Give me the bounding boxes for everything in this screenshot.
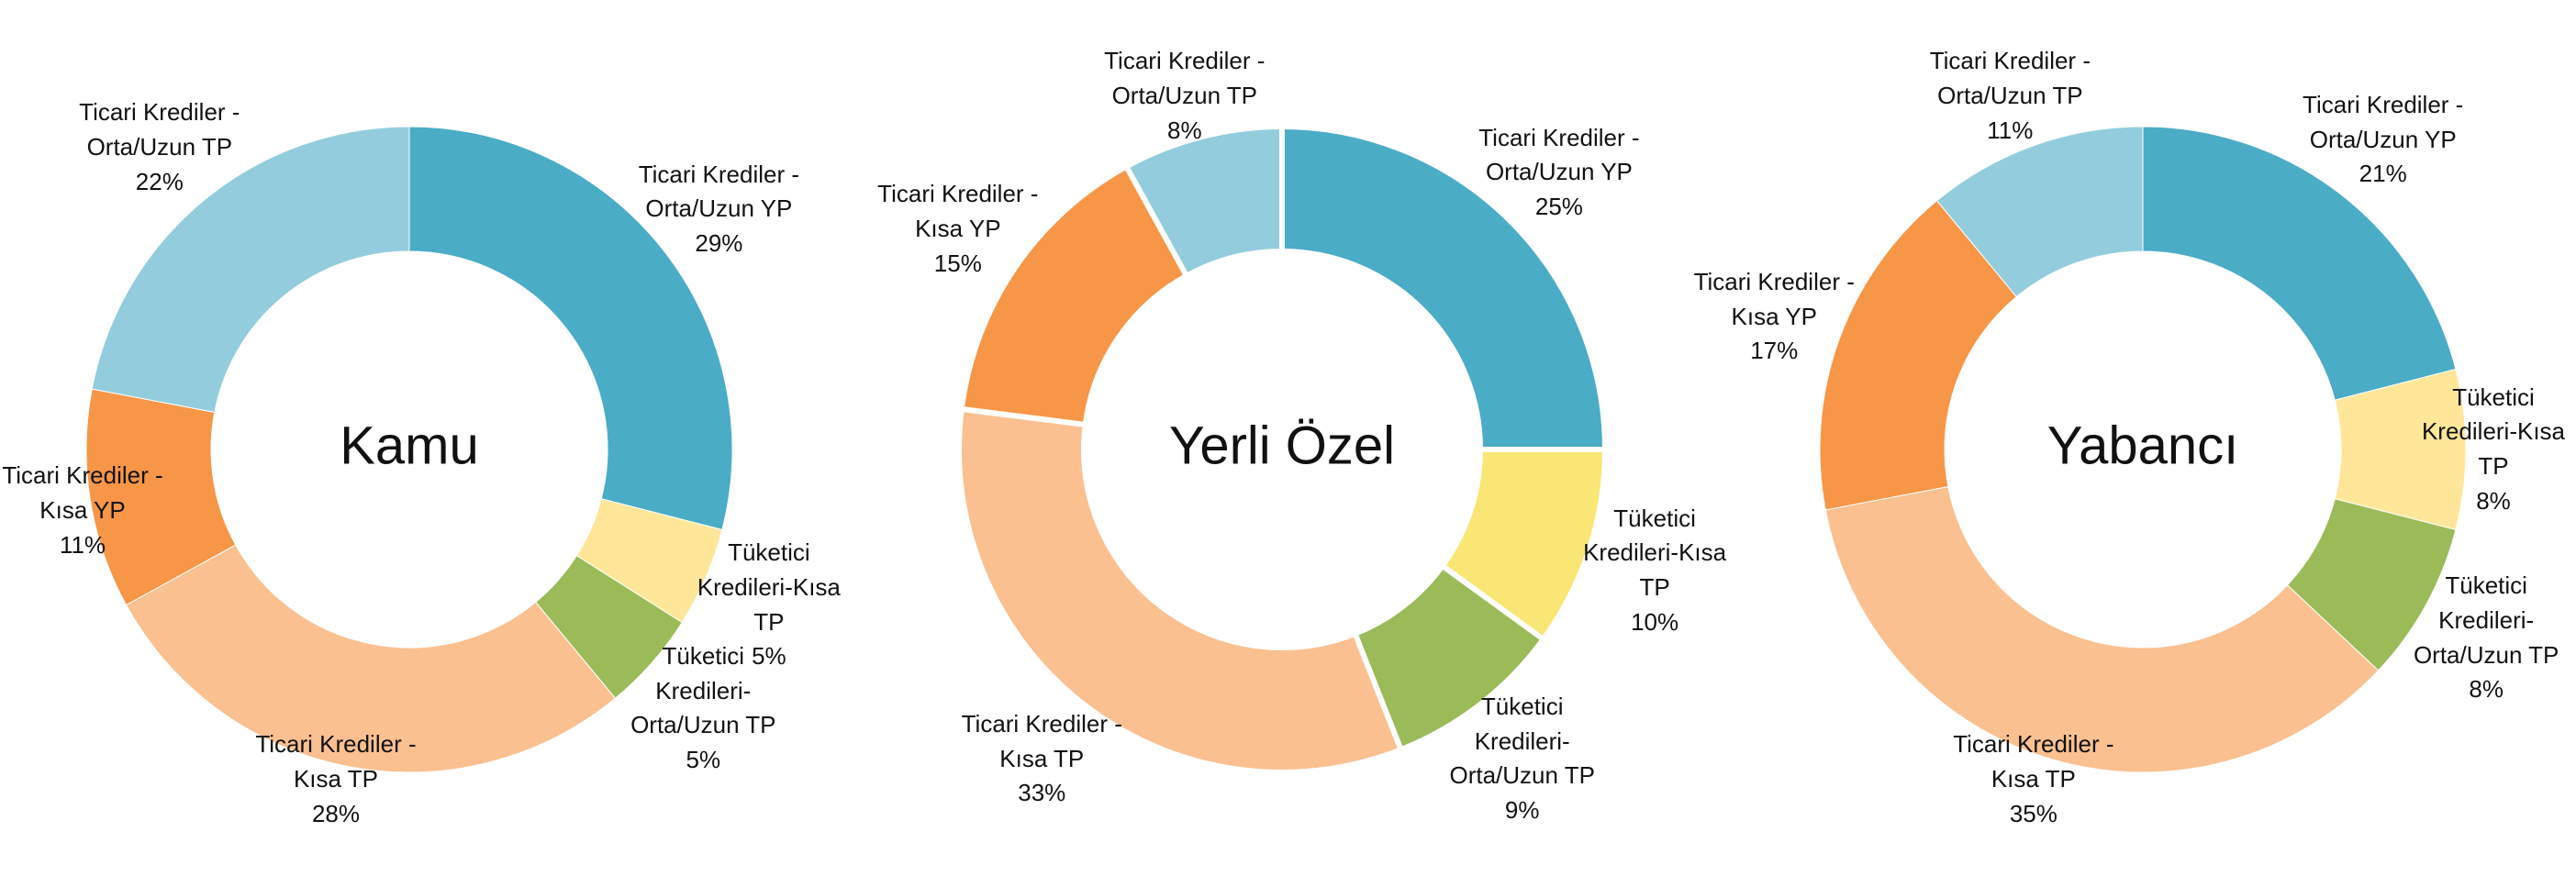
label-box: Tüketici Kredileri-Orta/Uzun TP 5% (620, 612, 786, 804)
chart-title: Yerli Özel (1169, 416, 1395, 475)
chart-title: Kamu (340, 416, 479, 475)
donut-segment (1935, 126, 2144, 298)
category-label: Ticari Krediler - Orta/Uzun TP (1104, 47, 1266, 110)
segment-label: Ticari Krediler - Kısa YP 17% (1691, 220, 1857, 413)
category-label: Ticari Krediler - Kısa YP (1693, 267, 1855, 330)
chart-title: Yabancı (2047, 416, 2239, 475)
category-label: Ticari Krediler - Kısa TP (1953, 730, 2114, 793)
segment-label: Ticari Krediler - Kısa TP 35% (1951, 683, 2116, 876)
donut-segment (1122, 123, 1285, 280)
segment-label: Tüketici Kredileri-Kısa TP 8% (2411, 353, 2576, 546)
label-box: Ticari Krediler - Orta/Uzun YP 29% (636, 113, 801, 305)
label-box: Ticari Krediler - Kısa YP 11% (0, 415, 165, 607)
value-label: 5% (752, 642, 786, 671)
category-label: Tüketici Kredileri-Kısa TP (697, 538, 841, 636)
value-label: 11% (59, 530, 106, 559)
category-label: Ticari Krediler - Orta/Uzun TP (1929, 47, 2091, 110)
value-label: 11% (1987, 116, 2034, 144)
label-box: Ticari Krediler - Kısa TP 35% (1951, 683, 2116, 876)
label-box: Tüketici Kredileri-Kısa TP 5% (686, 509, 852, 702)
segment-label: Ticari Krediler - Orta/Uzun TP 11% (1927, 0, 2092, 193)
label-box: Ticari Krediler - Kısa TP 28% (253, 683, 418, 876)
label-box: Ticari Krediler - Kısa TP 33% (959, 662, 1124, 855)
donut-segment (1279, 123, 1609, 452)
donut-segment (408, 126, 733, 531)
value-label: 5% (686, 746, 721, 774)
segment-label: Ticari Krediler - Orta/Uzun YP 21% (2301, 44, 2466, 237)
label-box: Tüketici Kredileri-Orta/Uzun TP 9% (1440, 662, 1605, 855)
value-label: 9% (1504, 796, 1540, 825)
segment-label: Ticari Krediler - Orta/Uzun TP 8% (1102, 0, 1267, 193)
label-box: Tüketici Kredileri-Kısa TP 8% (2411, 353, 2576, 546)
segment-label: Ticari Krediler - Kısa YP 11% (0, 415, 165, 607)
value-label: 35% (2009, 799, 2057, 827)
category-label: Tüketici Kredileri-Kısa TP (2421, 383, 2566, 480)
segment-label: Tüketici Kredileri-Orta/Uzun TP5% (620, 612, 786, 804)
segment-label: Ticari Krediler - Orta/Uzun YP 29% (636, 113, 801, 305)
label-box: Ticari Krediler - Kısa YP 15% (875, 133, 1041, 326)
segment-label: Ticari Krediler - Kısa TP 33% (959, 662, 1124, 855)
category-label: Ticari Krediler - Kısa YP (2, 461, 163, 524)
label-box: Ticari Krediler - Kısa YP 17% (1691, 220, 1857, 413)
category-label: Ticari Krediler - Kısa TP (255, 730, 417, 793)
category-label: Ticari Krediler - Orta/Uzun TP (79, 98, 240, 161)
value-label: 21% (2359, 160, 2407, 188)
value-label: 8% (2469, 675, 2504, 704)
label-box: Ticari Krediler - Orta/Uzun YP 21% (2301, 44, 2466, 237)
value-label: 28% (311, 799, 360, 827)
value-label: 17% (1750, 337, 1799, 365)
value-label: 8% (2476, 486, 2511, 515)
value-label: 22% (135, 167, 184, 195)
segment-label: Tüketici Kredileri-Orta/Uzun TP 8% (2403, 542, 2569, 735)
category-label: Ticari Krediler - Orta/Uzun YP (2303, 91, 2464, 153)
category-label: Ticari Krediler - Kısa TP (961, 709, 1122, 772)
label-box: Ticari Krediler - Orta/Uzun TP 11% (1927, 0, 2092, 193)
value-label: 25% (1534, 192, 1583, 220)
segment-label: Ticari Krediler - Kısa TP 28% (253, 683, 418, 876)
segment-label: Tüketici Kredileri-Orta/Uzun TP 9% (1440, 662, 1605, 855)
value-label: 33% (1018, 779, 1066, 807)
label-box: Ticari Krediler - Orta/Uzun TP 8% (1102, 0, 1267, 193)
category-label: Tüketici Kredileri-Orta/Uzun TP (1449, 693, 1595, 790)
donut-segment (1824, 485, 2380, 773)
category-label: Tüketici Kredileri-Orta/Uzun TP (630, 642, 776, 739)
donut-segment (91, 126, 410, 414)
donut-segment (958, 162, 1191, 428)
value-label: 10% (1631, 607, 1679, 636)
segment-label: Ticari Krediler - Orta/Uzun TP 22% (77, 51, 242, 244)
segment-label: Tüketici Kredileri-Kısa TP 5% (686, 509, 852, 702)
category-label: Tüketici Kredileri-Orta/Uzun TP (2413, 571, 2559, 669)
segment-label: Ticari Krediler - Orta/Uzun YP 25% (1477, 76, 1642, 269)
donut-segment (125, 544, 617, 773)
label-box: Ticari Krediler - Orta/Uzun TP 22% (77, 51, 242, 244)
category-label: Ticari Krediler - Orta/Uzun YP (1478, 123, 1640, 186)
segment-label: Tüketici Kredileri-Kısa TP 10% (1572, 474, 1737, 667)
segment-label: Ticari Krediler - Kısa YP 15% (875, 133, 1041, 326)
value-label: 29% (695, 229, 743, 258)
donut-segment (1819, 200, 2018, 511)
value-label: 15% (933, 249, 982, 277)
value-label: 8% (1167, 116, 1202, 144)
donut-segment (2142, 126, 2457, 401)
label-box: Tüketici Kredileri-Kısa TP 10% (1572, 474, 1737, 667)
label-box: Tüketici Kredileri-Orta/Uzun TP 8% (2403, 542, 2569, 735)
label-box: Ticari Krediler - Orta/Uzun YP 25% (1477, 76, 1642, 269)
donut-segment (956, 405, 1405, 775)
category-label: Ticari Krediler - Orta/Uzun YP (638, 160, 800, 223)
category-label: Tüketici Kredileri-Kısa TP (1583, 504, 1727, 601)
category-label: Ticari Krediler - Kısa YP (877, 180, 1039, 243)
